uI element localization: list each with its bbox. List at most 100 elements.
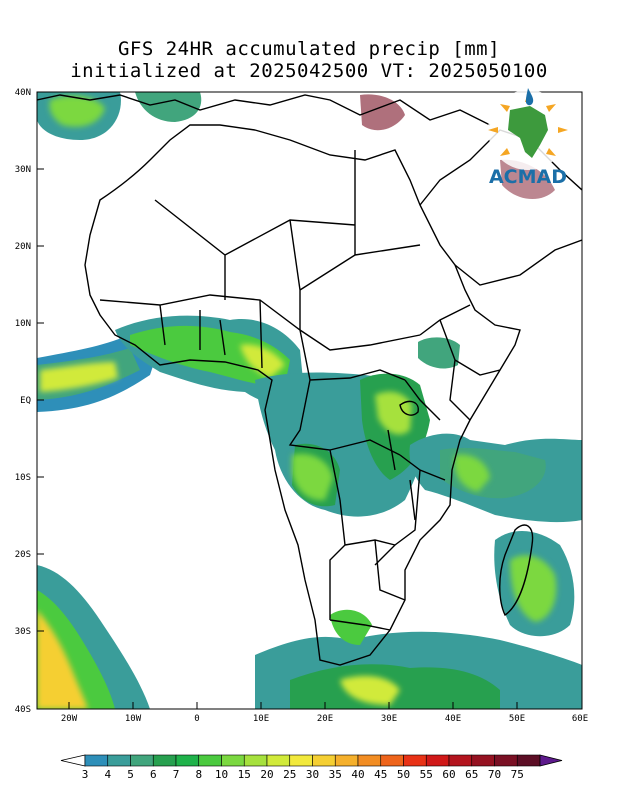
border-sahel — [99, 294, 421, 351]
colorbar-swatch — [494, 754, 518, 767]
lake-tanganyika — [387, 429, 396, 471]
precip-area-atlantic-itcz-peak — [40, 362, 118, 392]
colorbar-tick-label: 75 — [511, 768, 524, 781]
precip-area-angola-peak — [292, 453, 333, 501]
lon-label-40e: 40E — [445, 714, 461, 724]
chart-title-line2: initialized at 2025042500 VT: 2025050100 — [70, 60, 548, 82]
lat-label-30s: 30S — [15, 627, 31, 637]
colorbar-tick-label: 15 — [238, 768, 251, 781]
colorbar-low-arrow — [60, 754, 86, 767]
colorbar-swatch — [516, 754, 541, 767]
lon-label-50e: 50E — [509, 714, 525, 724]
precip-area-arabia-north — [500, 159, 555, 200]
precip-area-south-africa-peak — [340, 675, 400, 705]
colorbar-tick-label: 70 — [488, 768, 501, 781]
border-north-africa — [154, 150, 421, 330]
colorbar-tick-label: 25 — [283, 768, 296, 781]
lon-axis — [68, 702, 518, 709]
lon-label-20w: 20W — [61, 714, 78, 724]
lat-label-eq: EQ — [20, 396, 31, 406]
logo-text: ACMAD — [489, 166, 567, 188]
colorbar-high-arrow — [539, 754, 563, 767]
lon-label-0: 0 — [194, 714, 199, 724]
colorbar-tick-label: 3 — [82, 768, 89, 781]
chart-title-line1: GFS 24HR accumulated precip [mm] — [117, 38, 501, 60]
colorbar-tick-label: 6 — [150, 768, 157, 781]
colorbar-tick-label: 4 — [104, 768, 111, 781]
lat-axis — [37, 91, 44, 710]
colorbar-tick-label: 20 — [260, 768, 273, 781]
colorbar-swatch — [403, 754, 427, 767]
colorbar-swatch — [266, 754, 291, 767]
colorbar-swatch — [425, 754, 450, 767]
colorbar-swatch — [334, 754, 359, 767]
madagascar-outline — [499, 524, 534, 617]
border-horn — [419, 304, 501, 421]
precip-area-tanzania-peak — [454, 454, 490, 492]
logo-drop-icon — [525, 88, 534, 106]
precip-area-madagascar-core — [510, 555, 557, 622]
colorbar-swatch — [289, 754, 313, 767]
border-east — [374, 379, 446, 566]
precip-area-great-lakes-peak — [375, 391, 412, 435]
border-central — [288, 329, 406, 501]
precip-area-east-med — [360, 94, 405, 131]
lat-label-40n: 40N — [15, 88, 31, 98]
precip-field-layer — [37, 92, 582, 709]
lat-label-10s: 10S — [15, 473, 31, 483]
colorbar-tick-label: 55 — [420, 768, 433, 781]
lake-malawi — [409, 479, 416, 521]
colorbar-tick-label: 40 — [351, 768, 364, 781]
lake-victoria — [399, 400, 419, 416]
lat-label-40s: 40S — [15, 705, 31, 715]
colorbar-swatch — [471, 754, 495, 767]
precip-area-north-atlantic-core — [49, 95, 105, 127]
colorbar-swatch — [380, 754, 404, 767]
logo-sun-rays-icon — [488, 92, 568, 156]
country-borders — [37, 94, 582, 666]
europe-coast — [37, 94, 491, 126]
colorbar-swatch — [312, 754, 336, 767]
lat-label-20s: 20S — [15, 550, 31, 560]
precip-area-ethiopia — [418, 337, 460, 369]
logo-africa-icon — [508, 106, 548, 158]
acmad-logo: ACMAD — [488, 88, 568, 188]
colorbar-tick-label: 45 — [374, 768, 387, 781]
colorbar-tick-label: 8 — [195, 768, 202, 781]
lon-label-20e: 20E — [317, 714, 333, 724]
colorbar-tick-label: 30 — [306, 768, 319, 781]
colorbar-swatch — [152, 754, 177, 767]
lon-label-60e: 60E — [572, 714, 588, 724]
lon-label-10e: 10E — [253, 714, 269, 724]
colorbar-swatch — [357, 754, 382, 767]
colorbar-tick-label: 65 — [465, 768, 478, 781]
colorbar-swatch — [175, 754, 200, 767]
border-southern — [329, 499, 406, 631]
colorbar-tick-label: 35 — [329, 768, 342, 781]
lat-label-30n: 30N — [15, 165, 31, 175]
colorbar-swatch — [130, 754, 154, 767]
lat-label-20n: 20N — [15, 242, 31, 252]
border-west-africa — [159, 299, 263, 369]
colorbar-swatch — [84, 754, 109, 767]
colorbar-swatch — [221, 754, 245, 767]
precip-area-guinea-green — [130, 325, 290, 386]
colorbar: 3 4 5 6 7 8 10 15 20 25 30 35 40 45 50 55 60 65 70 75 — [60, 754, 563, 781]
colorbar-swatch — [198, 754, 222, 767]
precip-area-south-atlantic-core — [37, 610, 88, 709]
colorbar-swatch — [448, 754, 473, 767]
precip-area-natal — [330, 609, 372, 645]
precip-area-mediterranean — [135, 92, 202, 122]
precip-area-guinea-peak — [240, 344, 285, 378]
africa-coastline — [84, 124, 521, 666]
colorbar-tick-label: 50 — [397, 768, 410, 781]
lat-label-10n: 10N — [15, 319, 31, 329]
lon-label-30e: 30E — [381, 714, 397, 724]
colorbar-tick-label: 7 — [173, 768, 180, 781]
colorbar-swatch — [107, 754, 131, 767]
colorbar-tick-label: 10 — [215, 768, 228, 781]
colorbar-tick-label: 60 — [442, 768, 455, 781]
lon-label-10w: 10W — [125, 714, 142, 724]
colorbar-swatch — [243, 754, 268, 767]
